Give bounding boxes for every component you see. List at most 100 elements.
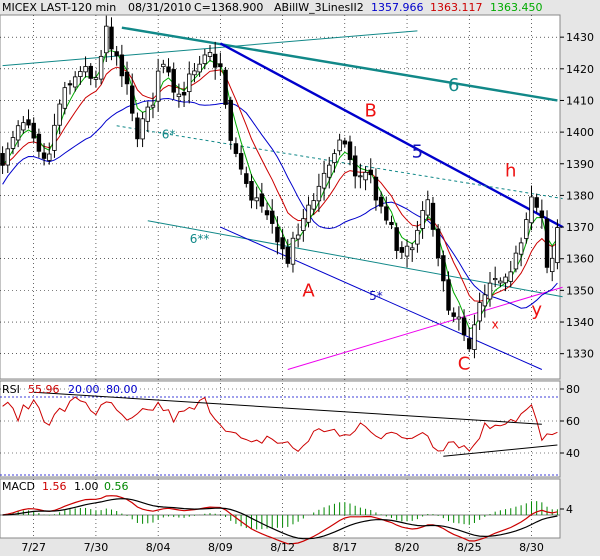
candle-body: [166, 66, 171, 73]
candle-body: [306, 204, 311, 223]
candle-body: [26, 119, 31, 126]
candle-body: [72, 76, 78, 88]
candle-body: [524, 219, 529, 239]
candle-body: [218, 63, 223, 68]
candle-body: [544, 218, 550, 268]
macd-signal-line: [2, 498, 558, 540]
candle-body: [420, 210, 425, 229]
macd-tick-label: 4: [566, 503, 573, 516]
rsi-trendline: [33, 391, 542, 425]
candle-body: [290, 237, 296, 265]
annotations: B A Ch y x 6 5 6* 6** 5*: [162, 75, 543, 375]
rsi-tick-label: 80: [566, 383, 580, 396]
candle-body: [399, 247, 405, 253]
candle-body: [67, 83, 73, 86]
candle-body: [368, 169, 373, 176]
candle-body: [435, 228, 441, 259]
candle-body: [62, 87, 68, 109]
macd-line: [2, 495, 558, 545]
x-tick-label: 8/12: [270, 541, 295, 554]
candle-body: [10, 137, 16, 149]
price-tick-label: 1390: [566, 158, 594, 171]
price-tick-label: 1430: [566, 31, 594, 44]
candle-body: [425, 199, 430, 216]
candle-body: [518, 242, 524, 255]
annotation-label: A: [302, 281, 315, 302]
candle-body: [197, 63, 202, 73]
annotation-label: x: [492, 317, 499, 331]
header-symbol: MICEX LAST-120 min: [2, 1, 116, 14]
candle-body: [503, 276, 508, 284]
candle-body: [161, 63, 166, 68]
macd-value-2: 1.00: [74, 480, 99, 493]
candle-body: [285, 246, 290, 264]
candle-body: [93, 77, 99, 80]
rsi-value-1: 55.96: [28, 383, 60, 396]
price-tick-label: 1350: [566, 284, 594, 297]
x-tick-label: 7/27: [21, 541, 46, 554]
candle-body: [57, 103, 62, 126]
candle-body: [259, 193, 265, 207]
candle-body: [321, 172, 327, 189]
rsi-trendline: [443, 444, 558, 457]
header-close: C=1368.900: [194, 1, 263, 14]
candle-body: [78, 71, 83, 77]
candle-body: [373, 176, 379, 201]
candle-body: [550, 257, 555, 273]
annotation-label: 5*: [369, 289, 383, 303]
candle-body: [352, 155, 358, 177]
candle-body: [0, 153, 5, 166]
trendline: [147, 220, 563, 298]
candle-body: [461, 317, 467, 336]
price-tick-label: 1370: [566, 221, 594, 234]
price-tick-label: 1380: [566, 189, 594, 202]
macd-value-1: 1.56: [42, 480, 67, 493]
rsi-value-3: 80.00: [106, 383, 138, 396]
candle-body: [358, 175, 363, 178]
candle-body: [212, 53, 218, 68]
x-tick-label: 8/04: [146, 541, 171, 554]
candle-body: [446, 279, 451, 311]
candle-body: [498, 280, 503, 284]
candle-body: [233, 143, 239, 154]
candle-body: [130, 85, 135, 114]
annotation-label: 6: [448, 75, 459, 96]
candle-body: [342, 140, 348, 145]
macd-value-3: 0.56: [104, 480, 129, 493]
macd-label: MACD: [2, 480, 35, 493]
candle-body: [98, 55, 104, 80]
candle-body: [487, 282, 493, 300]
candle-body: [202, 54, 208, 65]
candle-body: [467, 338, 472, 350]
price-tick-label: 1400: [566, 126, 594, 139]
candles: [0, 15, 560, 359]
candle-body: [404, 245, 410, 257]
price-tick-label: 1410: [566, 94, 594, 107]
candle-body: [254, 197, 259, 202]
candle-body: [347, 141, 353, 160]
candle-body: [482, 294, 488, 307]
candle-body: [327, 164, 332, 178]
candle-body: [456, 316, 462, 320]
candle-body: [332, 153, 337, 164]
candle-body: [228, 99, 233, 141]
candle-body: [83, 66, 88, 73]
candle-body: [88, 65, 93, 79]
candle-body: [555, 227, 560, 264]
header-study: ABillW_3LinesII2: [274, 1, 364, 14]
candle-body: [207, 52, 213, 57]
trendline: [121, 26, 558, 102]
candle-body: [52, 124, 57, 151]
candle-body: [31, 122, 36, 139]
candle-body: [109, 26, 114, 50]
annotation-label: h: [505, 160, 516, 181]
annotation-label: 6*: [162, 127, 176, 141]
candle-body: [140, 118, 145, 140]
header-ma-red: 1363.117: [430, 1, 483, 14]
candle-body: [295, 234, 301, 240]
candle-body: [249, 181, 254, 201]
candle-body: [41, 152, 47, 159]
header-date: 08/31/2010: [128, 1, 191, 14]
